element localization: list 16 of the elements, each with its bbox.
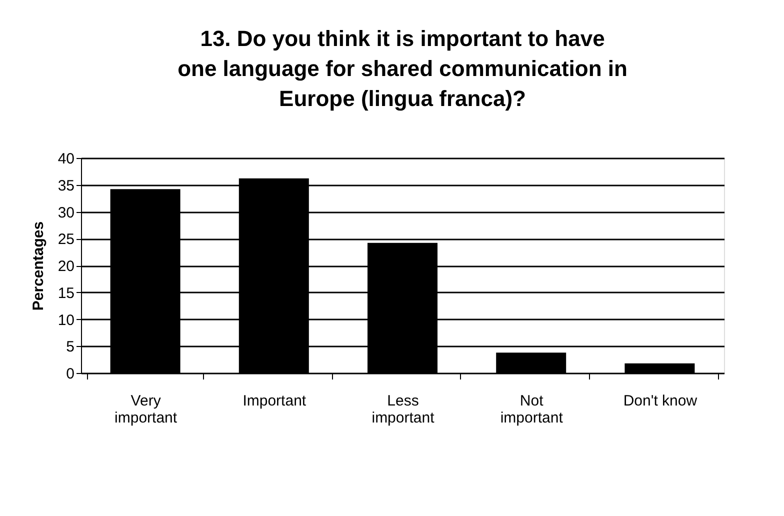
- y-tick-label: 20: [58, 258, 74, 275]
- y-tick-label: 5: [66, 338, 74, 356]
- y-tick-label: 10: [58, 312, 74, 329]
- x-tick-label: Less important: [372, 392, 436, 426]
- y-tick-label: 25: [58, 231, 74, 248]
- x-tick-label: Don't know: [623, 392, 698, 410]
- y-tick-label: 35: [58, 177, 74, 194]
- y-axis-title: Percentages: [30, 221, 47, 311]
- x-tick-label: Not important: [500, 392, 564, 426]
- y-tick-label: 15: [58, 284, 74, 302]
- chart-title: 13. Do you think it is important to have one language for shared communication in Europe (lingua franca)?: [178, 26, 628, 111]
- x-tick-label: Important: [242, 392, 307, 410]
- x-tick-label: Very important: [114, 392, 178, 426]
- y-tick-label: 40: [58, 150, 74, 168]
- y-tick-label: 0: [66, 366, 74, 382]
- y-tick-label: 30: [58, 204, 74, 222]
